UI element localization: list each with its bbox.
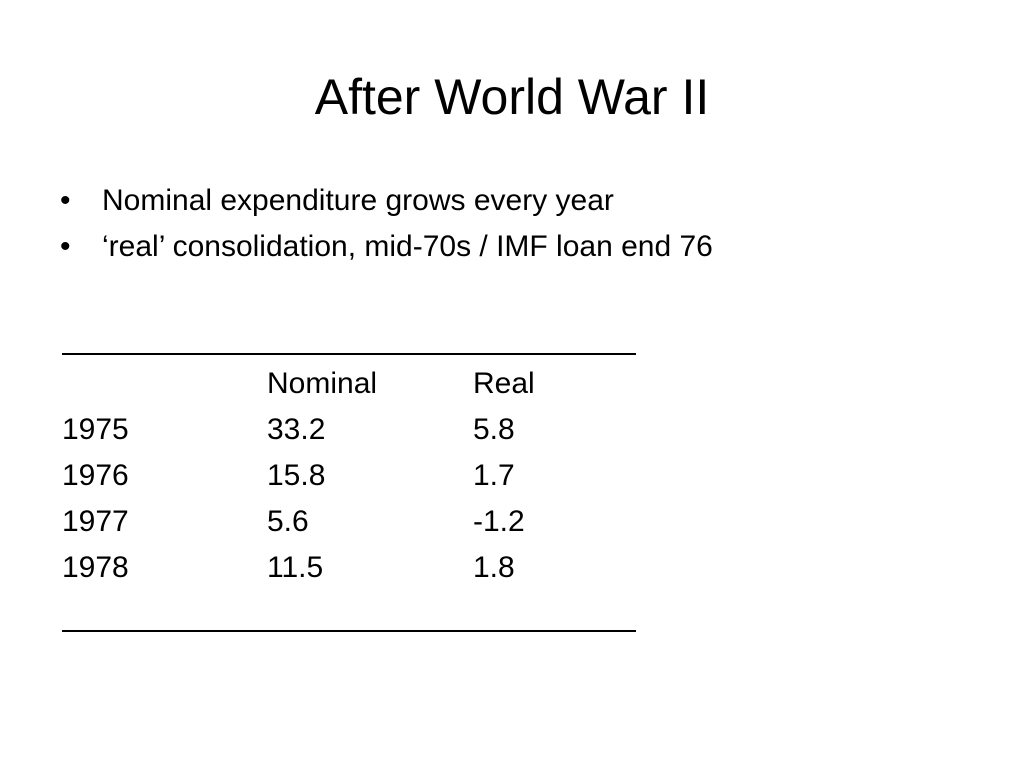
header-real: Real [473,367,535,400]
cell-year: 1975 [62,413,129,446]
cell-real: 1.8 [473,551,515,584]
cell-nominal: 11.5 [267,551,324,584]
cell-nominal: 5.6 [267,505,309,538]
bullet-list: • Nominal expenditure grows every year •… [60,178,713,270]
header-nominal: Nominal [267,367,378,400]
bullet-text: Nominal expenditure grows every year [102,184,614,217]
bullet-item: • Nominal expenditure grows every year [60,178,713,224]
cell-year: 1976 [62,459,129,492]
cell-real: 1.7 [473,459,515,492]
cell-nominal: 15.8 [267,459,326,492]
cell-year: 1978 [62,551,129,584]
cell-year: 1977 [62,505,129,538]
slide-title: After World War II [314,69,710,125]
cell-nominal: 33.2 [267,413,326,446]
bullet-marker: • [60,184,71,217]
table-bottom-rule [62,630,636,632]
cell-real: 5.8 [473,413,515,446]
table-top-rule [62,353,636,355]
bullet-item: • ‘real’ consolidation, mid-70s / IMF lo… [60,224,713,270]
bullet-marker: • [60,230,71,263]
bullet-text: ‘real’ consolidation, mid-70s / IMF loan… [102,230,713,263]
cell-real: -1.2 [473,505,525,538]
